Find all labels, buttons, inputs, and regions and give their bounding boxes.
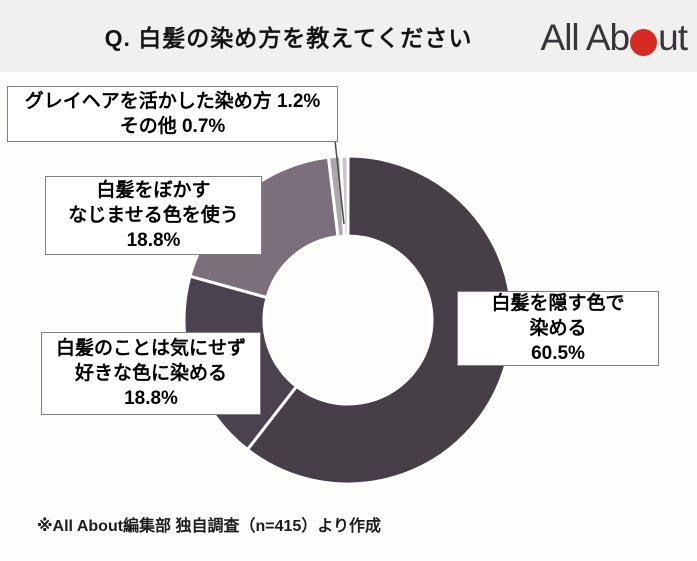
callout-line: 白髪を隠す色で <box>491 293 625 314</box>
callout-line: その他 0.7% <box>119 116 226 137</box>
callout-line: 染める <box>529 318 587 339</box>
callout-favorite-color: 白髪のことは気にせず 好きな色に染める 18.8% <box>41 332 261 415</box>
callout-line: 60.5% <box>531 343 585 364</box>
donut-segment-0 <box>245 154 514 486</box>
callout-line: 白髪のことは気にせず <box>55 338 246 359</box>
callout-line: 好きな色に染める <box>74 363 227 384</box>
callout-line: 18.8% <box>126 230 181 251</box>
callout-line: 18.8% <box>124 388 178 409</box>
allabout-logo: All Ab ut <box>540 14 688 62</box>
donut-segments-group <box>182 154 514 486</box>
leader-line <box>333 130 345 225</box>
title-band: Q. 白髪の染め方を教えてください <box>0 0 697 72</box>
page-title: Q. 白髪の染め方を教えてください <box>104 25 473 51</box>
callout-line: なじませる色を使う <box>68 205 239 226</box>
source-note: ※All About編集部 独自調査（n=415）より作成 <box>37 518 381 535</box>
donut-segment-4 <box>339 154 350 238</box>
logo-text-right: ut <box>658 17 688 58</box>
callout-blur-blend: 白髪をぼかす なじませる色を使う 18.8% <box>45 176 262 255</box>
callout-line: 白髪をぼかす <box>96 180 211 201</box>
callout-gray-hair: グレイヘアを活かした染め方 1.2% その他 0.7% <box>7 86 338 142</box>
callout-hide-gray: 白髪を隠す色で 染める 60.5% <box>457 291 659 366</box>
logo-text-left: All Ab <box>540 17 631 58</box>
callout-line: グレイヘアを活かした染め方 1.2% <box>24 91 321 112</box>
logo-red-dot-icon <box>630 28 658 56</box>
